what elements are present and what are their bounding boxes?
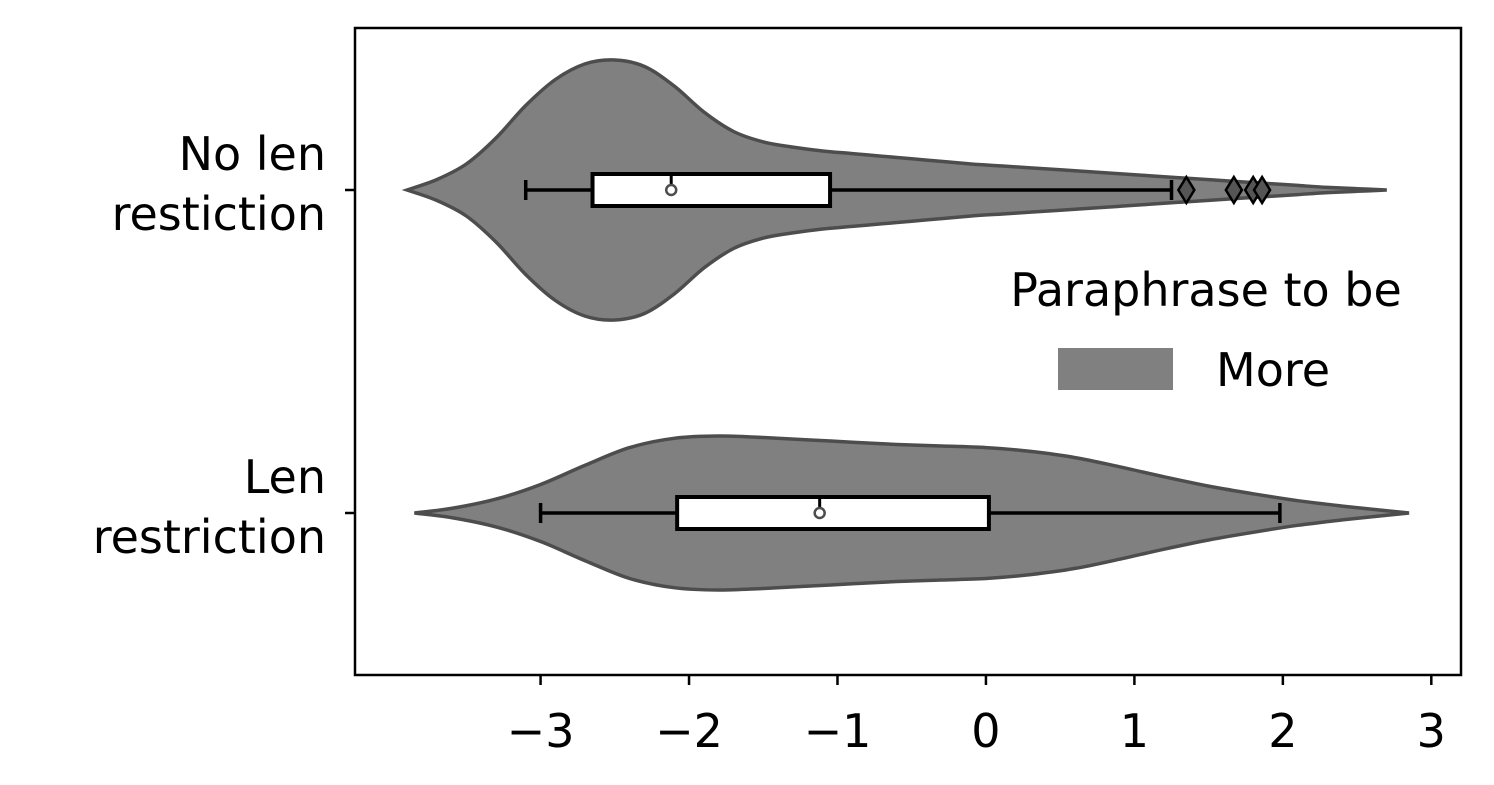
boxplot-1 [538, 495, 1282, 531]
boxplot-0 [523, 172, 1272, 208]
y-category-label: No len [179, 127, 326, 181]
outlier-point [1252, 174, 1272, 206]
x-axis: −3 −2 −1 0 1 2 3 [507, 675, 1446, 758]
y-axis: No len restiction Len restriction [93, 127, 355, 564]
x-tick-label: 0 [971, 704, 1000, 758]
y-category-label: Len [244, 450, 326, 504]
y-category-label: restriction [93, 510, 326, 564]
y-category-label: restiction [112, 187, 326, 241]
median-marker [664, 183, 678, 197]
legend-title: Paraphrase to be [1010, 263, 1402, 317]
x-tick-label: −2 [655, 704, 723, 758]
x-tick-label: 2 [1268, 704, 1297, 758]
x-tick-label: 3 [1417, 704, 1446, 758]
legend-label-more: More [1216, 343, 1330, 397]
plot-frame [353, 26, 1463, 677]
x-tick-label: 1 [1120, 704, 1149, 758]
legend-swatch-more [1058, 348, 1173, 390]
boxes-layer [523, 172, 1282, 531]
outlier-point [1176, 174, 1196, 206]
iqr-box [675, 495, 991, 531]
x-tick-label: −1 [804, 704, 872, 758]
outlier-point [1224, 174, 1244, 206]
median-marker [813, 506, 826, 520]
x-tick-label: −3 [507, 704, 575, 758]
legend: Paraphrase to be More [1010, 263, 1402, 397]
iqr-box [590, 172, 833, 208]
